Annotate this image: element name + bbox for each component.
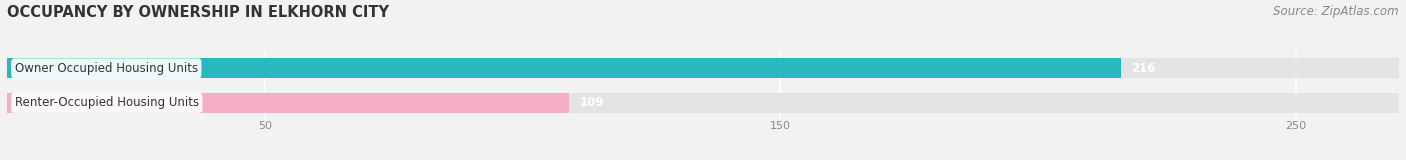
Bar — [7, 93, 1399, 113]
Bar — [7, 58, 1399, 78]
Text: Owner Occupied Housing Units: Owner Occupied Housing Units — [15, 62, 198, 75]
Text: 109: 109 — [579, 96, 603, 109]
Bar — [7, 93, 569, 113]
Text: Source: ZipAtlas.com: Source: ZipAtlas.com — [1274, 5, 1399, 18]
Text: OCCUPANCY BY OWNERSHIP IN ELKHORN CITY: OCCUPANCY BY OWNERSHIP IN ELKHORN CITY — [7, 5, 389, 20]
Text: 216: 216 — [1130, 62, 1156, 75]
Text: Renter-Occupied Housing Units: Renter-Occupied Housing Units — [15, 96, 198, 109]
Bar — [7, 58, 1121, 78]
